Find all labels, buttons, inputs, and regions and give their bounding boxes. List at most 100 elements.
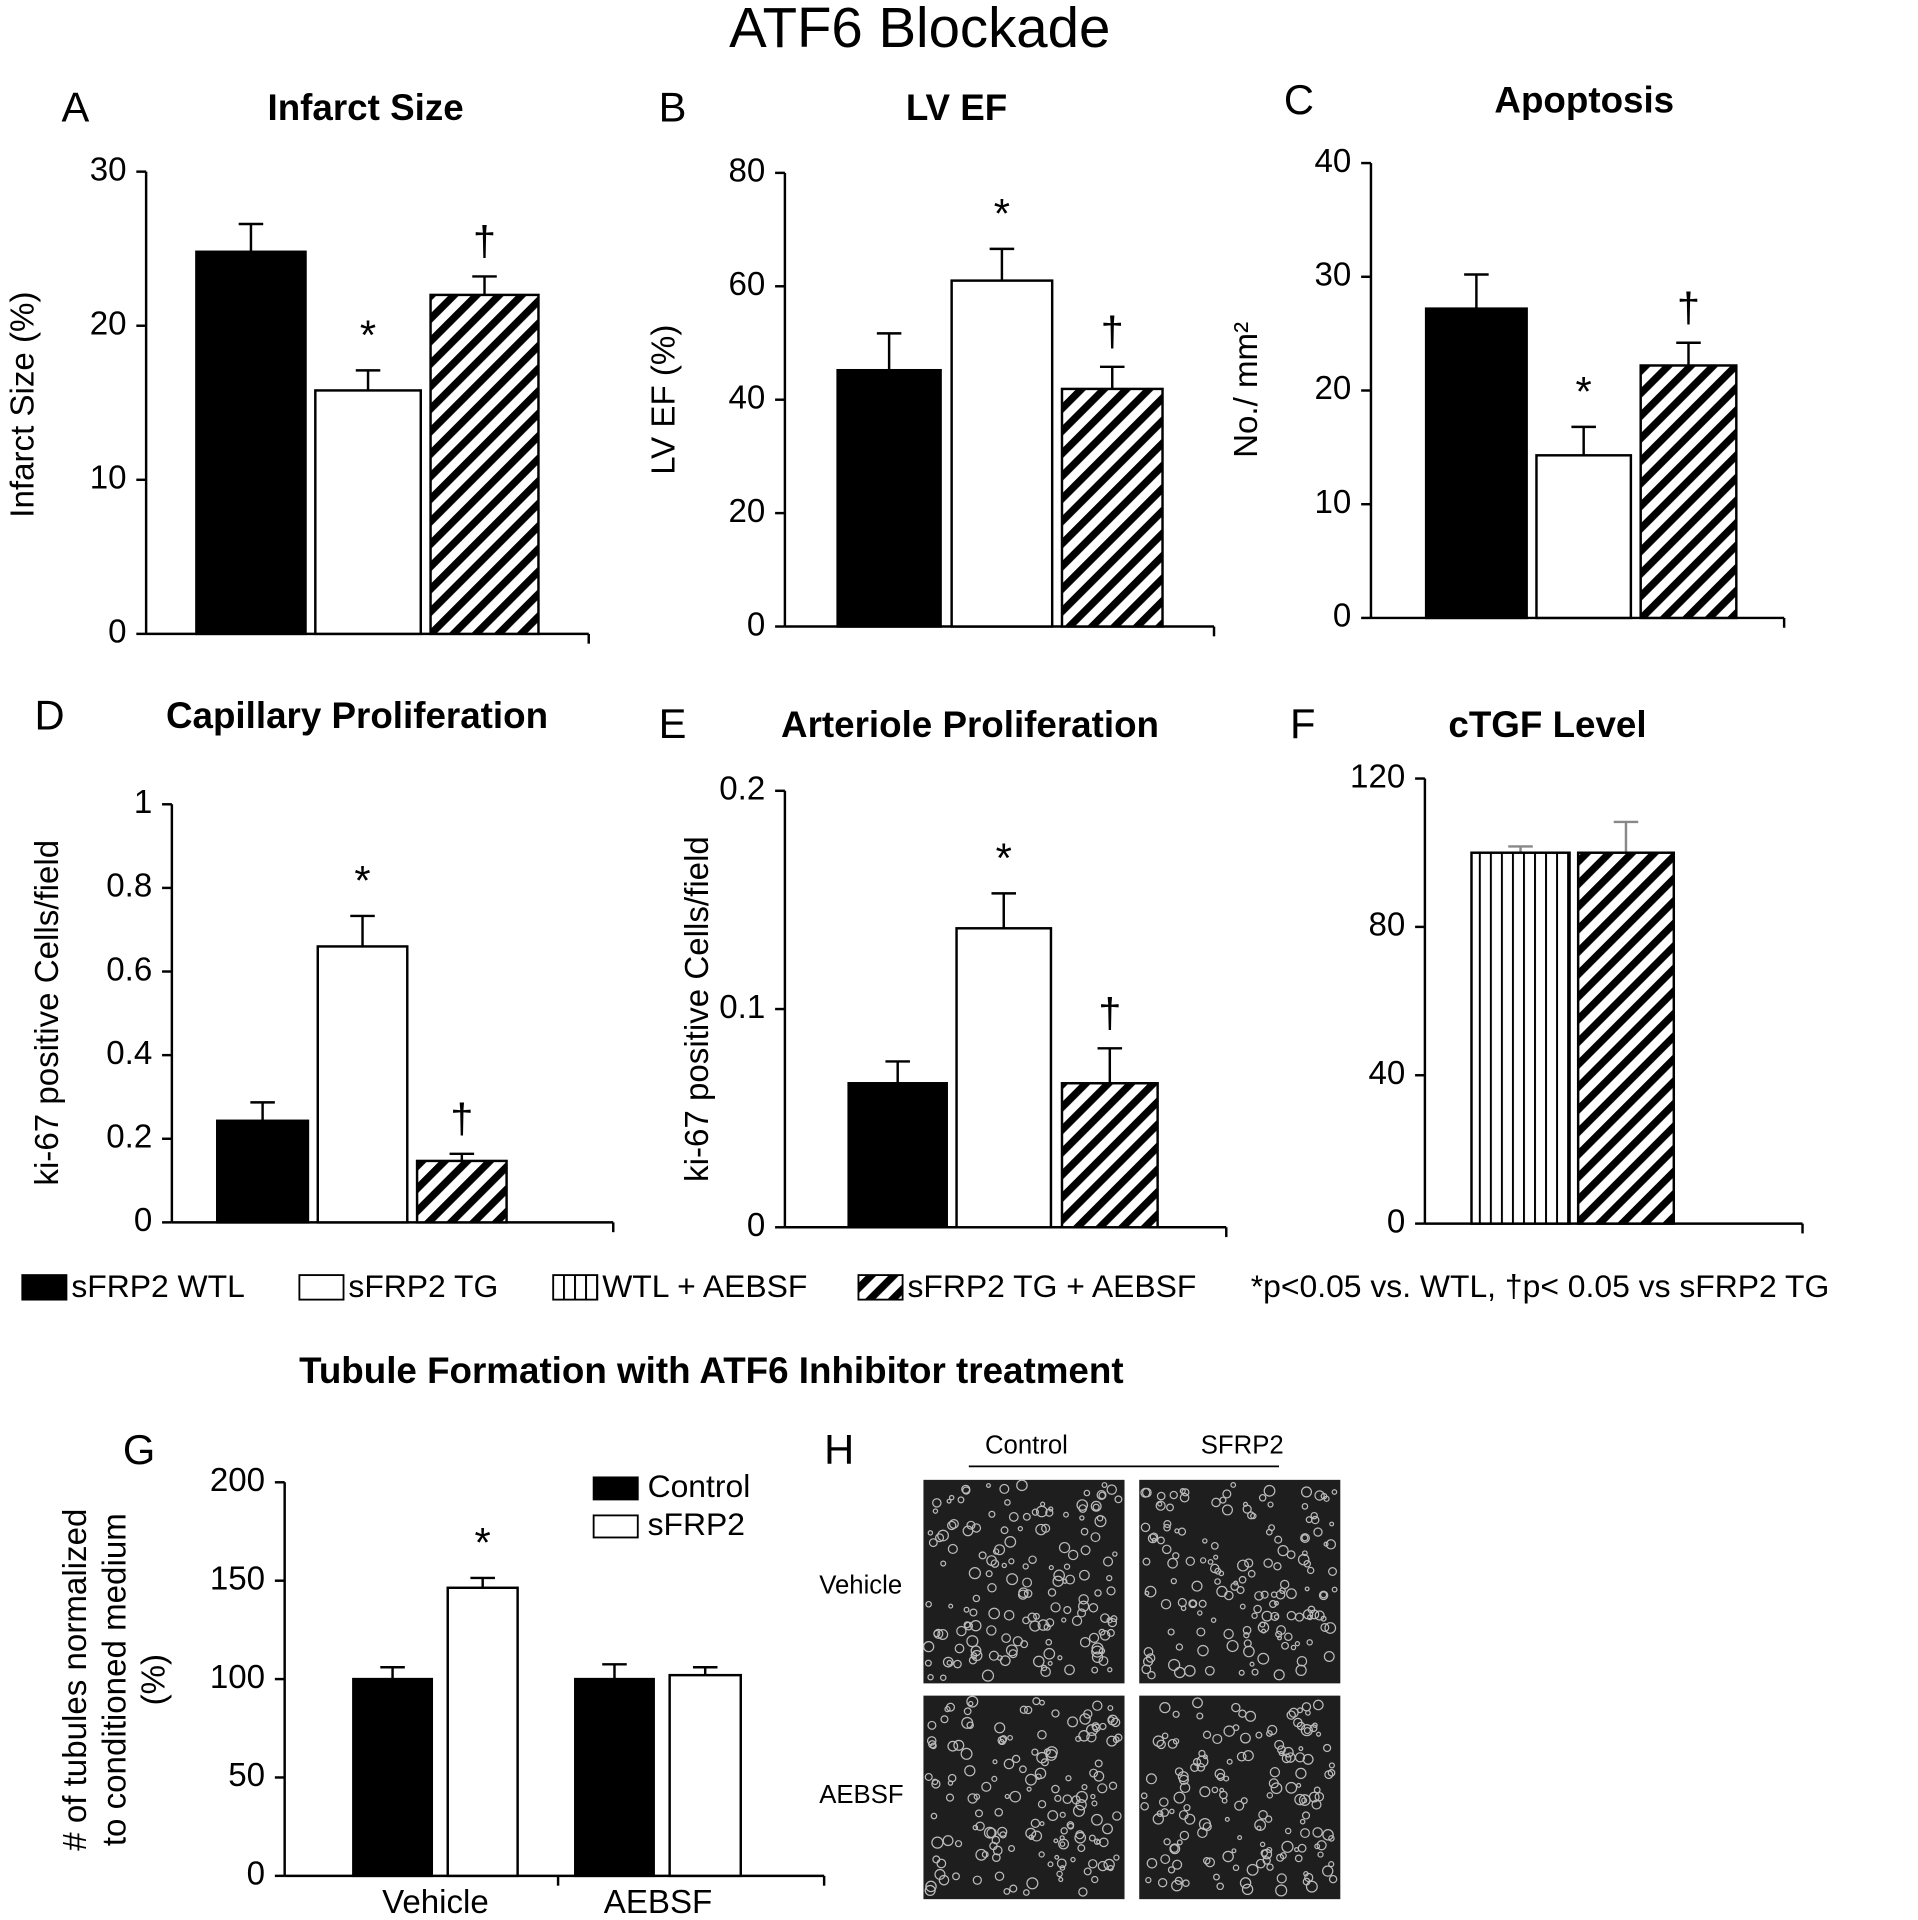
cell <box>1091 1722 1100 1731</box>
y-tick-label: 0 <box>1333 598 1351 635</box>
cell <box>1242 1501 1249 1507</box>
cell <box>1270 1611 1280 1622</box>
bar <box>1535 454 1633 620</box>
cell <box>1012 1636 1023 1647</box>
legend-label: sFRP2 TG + AEBSF <box>908 1268 1197 1304</box>
cell <box>1159 1797 1169 1807</box>
cell <box>1155 1500 1166 1511</box>
cell <box>1214 1768 1226 1780</box>
cell <box>1156 1810 1164 1818</box>
y-tick-label: 10 <box>90 460 127 497</box>
cell <box>1167 1866 1176 1874</box>
bar <box>1060 1082 1159 1229</box>
cell <box>1149 1532 1159 1542</box>
cell <box>1006 1573 1019 1586</box>
cell <box>1269 1600 1277 1608</box>
cell <box>1301 1503 1309 1510</box>
cell <box>1083 1867 1092 1876</box>
cell <box>1318 1590 1329 1601</box>
cell <box>925 1880 937 1893</box>
cell <box>999 1483 1010 1494</box>
cell <box>988 1510 996 1518</box>
cell <box>1023 1705 1033 1715</box>
cell <box>1152 1813 1164 1825</box>
y-tick-label: 10 <box>1315 484 1352 521</box>
cell <box>927 1673 934 1681</box>
legend-label: sFRP2 WTL <box>71 1268 244 1304</box>
cell <box>1207 1558 1214 1565</box>
cell <box>990 1559 1000 1568</box>
cell <box>953 1739 965 1751</box>
cell <box>1083 1489 1091 1497</box>
cell <box>1057 1655 1063 1661</box>
bar <box>836 368 942 628</box>
y-tick-label: 30 <box>90 151 127 188</box>
cell <box>971 1523 982 1533</box>
cell <box>1172 1552 1180 1560</box>
cell <box>954 1840 963 1848</box>
cell <box>1239 1877 1252 1889</box>
cell <box>926 1736 937 1746</box>
cell <box>1047 1588 1057 1597</box>
cell <box>1238 1669 1245 1676</box>
cell <box>1045 1746 1058 1759</box>
cell <box>991 1775 998 1782</box>
y-tick-label: 30 <box>1315 257 1352 294</box>
bar <box>1060 387 1164 628</box>
cell <box>966 1695 979 1708</box>
cell <box>1091 1666 1099 1674</box>
cell <box>1202 1754 1208 1760</box>
cell <box>1059 1835 1065 1841</box>
cell <box>945 1793 955 1802</box>
cell <box>1037 1800 1047 1809</box>
cell <box>924 1659 932 1667</box>
cell <box>1106 1574 1113 1582</box>
cell <box>1106 1628 1115 1637</box>
cell <box>1281 1840 1294 1853</box>
cell <box>1310 1511 1318 1520</box>
cell <box>1076 1608 1087 1618</box>
cell <box>1301 1797 1308 1804</box>
cell <box>1222 1850 1234 1863</box>
panel-title: Capillary Proliferation <box>166 695 548 736</box>
cell <box>1043 1623 1051 1631</box>
cell <box>1170 1578 1177 1585</box>
bar <box>446 1586 519 1878</box>
cell <box>1211 1497 1221 1508</box>
y-tick-label: 1 <box>134 784 152 821</box>
cell <box>1004 1499 1011 1506</box>
cell <box>975 1848 988 1861</box>
cell <box>1056 1870 1063 1878</box>
cell <box>1039 1699 1045 1706</box>
y-axis-label: ki-67 positive Cells/field <box>679 836 716 1182</box>
cell <box>1199 1786 1211 1798</box>
cell <box>1113 1854 1120 1861</box>
y-tick-label: 0.6 <box>106 951 152 988</box>
cell <box>1210 1617 1217 1623</box>
cell <box>1197 1827 1208 1839</box>
cell <box>992 1759 998 1765</box>
panel-letter: B <box>659 83 687 130</box>
significance-mark: † <box>450 1095 473 1142</box>
cell <box>1078 1594 1089 1605</box>
cell <box>1092 1700 1103 1711</box>
cell <box>978 1551 987 1560</box>
cell <box>953 1659 962 1669</box>
cell <box>1079 1569 1090 1581</box>
cell <box>1313 1786 1321 1794</box>
cell <box>1022 1616 1030 1625</box>
cell <box>970 1645 982 1657</box>
y-axis-label: ki-67 positive Cells/field <box>29 840 66 1186</box>
cell <box>1243 1645 1255 1658</box>
cell <box>1324 1622 1337 1634</box>
section-title: Tubule Formation with ATF6 Inhibitor tre… <box>299 1350 1123 1391</box>
cell <box>1163 1519 1172 1529</box>
cell <box>1110 1717 1121 1728</box>
cell <box>937 1628 949 1640</box>
cell <box>994 1722 1006 1734</box>
cell <box>1070 1856 1076 1863</box>
cell <box>963 1621 971 1629</box>
cell <box>1142 1557 1151 1566</box>
y-tick-label: 0.4 <box>106 1035 152 1072</box>
y-tick-label: 0 <box>247 1856 265 1893</box>
